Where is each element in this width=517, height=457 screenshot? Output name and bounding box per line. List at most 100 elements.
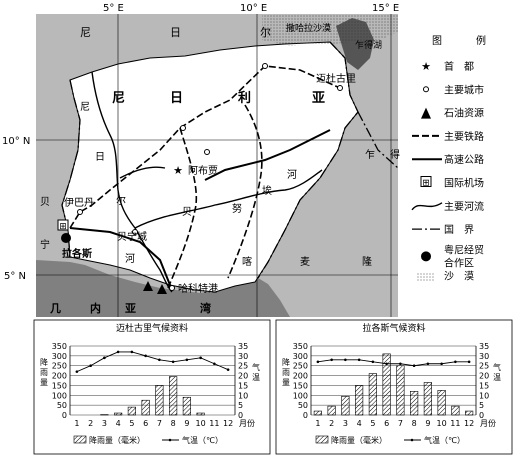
city-ibadan: 伊巴丹: [64, 197, 94, 215]
chad-label-2: 得: [390, 149, 400, 161]
oil-icon: [421, 107, 431, 119]
y2-tick-label: 10: [479, 391, 489, 400]
star-icon: ★: [173, 164, 183, 177]
y-tick-label: 100: [52, 391, 67, 400]
sahara-label: 撒哈拉沙漠: [286, 22, 331, 34]
airport-icon-glyph: ⊞: [422, 179, 430, 189]
temperature-point: [171, 360, 175, 364]
legend-bar-swatch: [315, 435, 329, 444]
legend-item: 主要铁路: [412, 130, 484, 143]
temperature-point: [316, 360, 320, 364]
gulf-label-3: 亚: [125, 302, 136, 315]
y-tick-label: 300: [293, 352, 308, 361]
y2-tick-label: 30: [238, 352, 248, 361]
legend-label: 高速公路: [444, 153, 484, 166]
temperature-point: [454, 360, 457, 364]
rain-bar: [410, 391, 419, 416]
lagos-label: 拉各斯: [62, 247, 92, 260]
temperature-point: [185, 358, 189, 362]
legend-title-1: 图: [432, 35, 442, 47]
rain-bar: [327, 405, 336, 416]
rain-bar: [114, 412, 123, 416]
rain-bar: [182, 396, 191, 416]
y2-tick-label: 30: [479, 352, 489, 361]
y-axis-label: 降: [282, 357, 290, 367]
legend-item: 石油资源: [421, 107, 484, 120]
legend-label: 主要河流: [444, 200, 484, 213]
legend-line-label: 气温（℃）: [424, 435, 465, 445]
cameroon-label-1: 喀: [242, 255, 252, 268]
y-axis-label: 雨: [40, 368, 48, 377]
x-tick-label: 2: [88, 419, 93, 428]
y2-tick-label: 15: [479, 381, 489, 390]
y-tick-label: 150: [52, 381, 67, 390]
abuja-label: 阿布贾: [188, 165, 218, 177]
city-icon: [262, 63, 268, 69]
temperature-point: [467, 360, 471, 364]
y2-tick-label: 25: [479, 362, 489, 371]
x-tick-label: 12: [464, 419, 474, 428]
rain-bar: [341, 395, 350, 416]
nigeria-label-1: 尼: [112, 91, 125, 106]
legend-bar-label: 降雨量（毫米）: [89, 435, 145, 445]
river-label-4: 河: [125, 253, 135, 265]
x-tick-label: 11: [450, 419, 460, 428]
y-axis-label: 量: [40, 378, 48, 387]
legend-label: 主要铁路: [444, 130, 484, 143]
temperature-point: [199, 356, 202, 360]
rain-bar: [196, 412, 205, 416]
rain-bar: [465, 410, 474, 416]
benue-label-2: 努: [232, 202, 242, 215]
x-tick-label: 10: [437, 419, 447, 428]
lon-label-15e: 15° E: [372, 3, 399, 14]
x-tick-label: 10: [196, 419, 206, 428]
rain-bar: [368, 373, 377, 416]
city-icon: [204, 149, 210, 155]
temperature-point: [144, 354, 147, 358]
lon-label-10e: 10° E: [240, 3, 267, 14]
river-icon: [411, 202, 443, 211]
temperature-line: [317, 359, 470, 367]
y2-tick-label: 5: [238, 401, 243, 410]
y2-tick-label: 25: [238, 362, 248, 371]
temperature-point: [213, 362, 216, 366]
rain-bar: [313, 410, 322, 416]
benin-label-2: 宁: [40, 238, 50, 251]
temperature-point: [357, 358, 361, 362]
lat-label-5n: 5° N: [4, 271, 26, 282]
city-icon: [132, 229, 138, 235]
lon-label-5e: 5° E: [103, 3, 124, 14]
climate-chart: 迈杜古里气候资料05010015020025030035005101520253…: [33, 319, 271, 455]
legend-label: 首 都: [444, 60, 474, 73]
y2-tick-label: 35: [479, 342, 489, 351]
temperature-point: [116, 350, 120, 354]
city-icon: [180, 125, 186, 131]
climate-charts: 迈杜古里气候资料05010015020025030035005101520253…: [33, 319, 513, 455]
cameroon-label-2: 麦: [300, 256, 310, 268]
temperature-point: [385, 362, 388, 366]
benin-city-label: 贝宁城: [117, 230, 147, 243]
x-tick-label: 7: [157, 419, 162, 428]
temperature-point: [371, 360, 375, 364]
x-axis-label: 月份: [480, 418, 496, 428]
y-tick-label: 300: [52, 352, 67, 361]
port-harcourt-label: 哈科特港: [178, 282, 218, 295]
chad-label-1: 乍: [365, 148, 375, 161]
x-tick-label: 8: [171, 419, 176, 428]
city-maiduguri: 迈杜古里: [316, 72, 356, 91]
highways: [69, 129, 331, 291]
chart-frame: [275, 319, 513, 455]
y2-tick-label: 35: [238, 342, 248, 351]
legend-title-2: 例: [476, 34, 486, 47]
x-tick-label: 5: [370, 419, 375, 428]
rain-bar: [141, 399, 150, 416]
nigeria-label-3: 利: [238, 90, 251, 106]
y2-tick-label: 10: [238, 391, 248, 400]
oil-icon: [157, 284, 167, 294]
y2-tick-label: 0: [238, 411, 243, 420]
temperature-point: [226, 368, 230, 371]
ibadan-label: 伊巴丹: [64, 197, 94, 209]
legend-label: 石油资源: [444, 107, 484, 120]
